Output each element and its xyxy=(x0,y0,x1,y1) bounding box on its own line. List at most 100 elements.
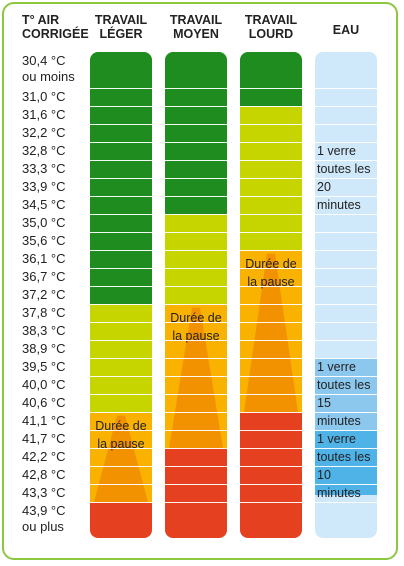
header-temperature: T° AIR CORRIGÉE xyxy=(22,13,89,47)
row-separator xyxy=(22,358,380,359)
row-separator xyxy=(22,484,380,485)
temperature-row: 35,6 °C xyxy=(22,233,66,249)
temperature-label: 31,6 °C xyxy=(22,107,66,122)
pause-duration-label: Durée de la pause xyxy=(240,255,302,291)
temperature-label: 43,9 °C xyxy=(22,503,66,518)
pause-wedge xyxy=(244,253,298,412)
water-15min-line3: 15 minutes xyxy=(317,396,361,428)
header-light-line2: LÉGER xyxy=(99,27,143,41)
temperature-row: 34,5 °C xyxy=(22,197,66,213)
header-water-line1: EAU xyxy=(332,23,360,37)
temperature-row: 38,3 °C xyxy=(22,323,66,339)
header-light-line1: TRAVAIL xyxy=(94,13,148,27)
header-heavy-line2: LOURD xyxy=(248,27,294,41)
temperature-row: 43,3 °C xyxy=(22,485,66,501)
pause-label-line1: Durée de xyxy=(245,257,297,272)
header-moderate-line2: MOYEN xyxy=(173,27,219,41)
temperature-label: 41,7 °C xyxy=(22,431,66,446)
row-separator xyxy=(22,142,380,143)
row-separator xyxy=(22,376,380,377)
temperature-row: 35,0 °C xyxy=(22,215,66,231)
header-temperature-line2: CORRIGÉE xyxy=(22,27,89,41)
temperature-label: 40,6 °C xyxy=(22,395,66,410)
temperature-row: 33,3 °C xyxy=(22,161,66,177)
pause-label-line2: la pause xyxy=(247,275,295,290)
temperature-label: 33,9 °C xyxy=(22,179,66,194)
row-separator xyxy=(22,250,380,251)
header-moderate-line1: TRAVAIL xyxy=(169,13,223,27)
temperature-row: 36,7 °C xyxy=(22,269,66,285)
row-separator xyxy=(22,430,380,431)
water-10min-line1: 1 verre xyxy=(317,432,356,446)
water-10min-line2: toutes les xyxy=(317,450,371,464)
temperature-row: 40,0 °C xyxy=(22,377,66,393)
water-10min-label: 1 verre toutes les 10 minutes xyxy=(317,430,377,502)
temperature-label: 33,3 °C xyxy=(22,161,66,176)
temperature-label: 41,1 °C xyxy=(22,413,66,428)
row-separator xyxy=(22,448,380,449)
temperature-label: 34,5 °C xyxy=(22,197,66,212)
temperature-label: 32,2 °C xyxy=(22,125,66,140)
temperature-row: 31,6 °C xyxy=(22,107,66,123)
temperature-row: 37,8 °C xyxy=(22,305,66,321)
water-zone-20min xyxy=(315,52,377,358)
pause-label-line1: Durée de xyxy=(95,419,147,434)
water-zone-10min xyxy=(315,430,377,495)
temperature-row: 30,4 °C ou moins xyxy=(22,53,75,85)
row-separator xyxy=(22,304,380,305)
row-separator xyxy=(22,268,380,269)
row-separator xyxy=(22,322,380,323)
row-separator xyxy=(22,502,380,503)
temperature-label: 30,4 °C xyxy=(22,53,66,68)
temperature-row: 33,9 °C xyxy=(22,179,66,195)
row-separator xyxy=(22,160,380,161)
temperature-label: 32,8 °C xyxy=(22,143,66,158)
pause-duration-label: Durée de la pause xyxy=(165,309,227,345)
temperature-row: 42,8 °C xyxy=(22,467,66,483)
temperature-label: 31,0 °C xyxy=(22,89,66,104)
temperature-row: 41,1 °C xyxy=(22,413,66,429)
temperature-row: 41,7 °C xyxy=(22,431,66,447)
temperature-label: 39,5 °C xyxy=(22,359,66,374)
temperature-label: 40,0 °C xyxy=(22,377,66,392)
pause-label-line2: la pause xyxy=(97,437,145,452)
water-15min-line1: 1 verre xyxy=(317,360,356,374)
row-separator xyxy=(22,466,380,467)
temperature-row: 40,6 °C xyxy=(22,395,66,411)
temperature-label: 38,3 °C xyxy=(22,323,66,338)
temperature-label: 35,6 °C xyxy=(22,233,66,248)
zone-no-pause xyxy=(165,52,227,214)
zone-low-risk xyxy=(165,214,227,304)
column-water: 1 verre toutes les 20 minutes 1 verre to… xyxy=(315,52,377,538)
column-heavy-work: Durée de la pause xyxy=(240,52,302,538)
pause-wedge-shape xyxy=(244,253,298,412)
zone-no-pause xyxy=(240,52,302,106)
temperature-row: 32,8 °C xyxy=(22,143,66,159)
row-separator xyxy=(22,340,380,341)
temperature-label: 35,0 °C xyxy=(22,215,66,230)
pause-label-line1: Durée de xyxy=(170,311,222,326)
header-heavy-line1: TRAVAIL xyxy=(244,13,298,27)
row-separator xyxy=(22,286,380,287)
pause-wedge-shape xyxy=(94,415,148,502)
row-separator xyxy=(22,106,380,107)
temperature-row: 38,9 °C xyxy=(22,341,66,357)
water-10min-line3: 10 minutes xyxy=(317,468,361,500)
zone-danger xyxy=(90,502,152,538)
temperature-row: 43,9 °C ou plus xyxy=(22,503,66,535)
temperature-row: 36,1 °C xyxy=(22,251,66,267)
header-moderate-work: TRAVAIL MOYEN xyxy=(165,13,227,47)
temperature-label: 42,8 °C xyxy=(22,467,66,482)
temperature-row: 31,0 °C xyxy=(22,89,66,105)
header-temperature-line1: T° AIR xyxy=(22,13,60,27)
water-20min-line1: 1 verre xyxy=(317,144,356,158)
row-separator xyxy=(22,232,380,233)
water-zone-bottom xyxy=(315,494,377,538)
row-separator xyxy=(22,124,380,125)
temperature-label: 38,9 °C xyxy=(22,341,66,356)
row-separator xyxy=(22,178,380,179)
row-separator xyxy=(22,412,380,413)
pause-wedge xyxy=(94,415,148,502)
water-15min-line2: toutes les xyxy=(317,378,371,392)
water-20min-label: 1 verre toutes les 20 minutes xyxy=(317,142,377,214)
